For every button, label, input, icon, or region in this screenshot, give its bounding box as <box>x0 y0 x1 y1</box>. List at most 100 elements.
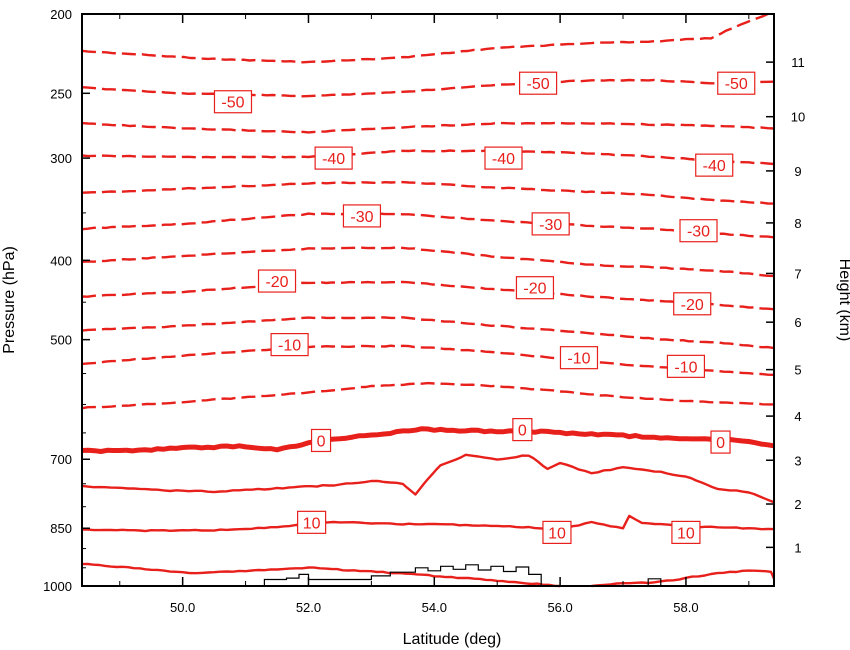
contour-label-text: -50 <box>725 76 748 93</box>
contour-label-text: -10 <box>567 351 590 368</box>
contour-label-box <box>559 346 599 370</box>
contour-label: 0 <box>310 428 332 453</box>
y-tick-label: 850 <box>50 521 72 536</box>
contour-line <box>81 344 775 376</box>
contour-label-box <box>297 510 327 534</box>
contour-label-box <box>710 430 731 454</box>
contour-label-text: -40 <box>492 151 515 168</box>
contour-label: -10 <box>559 346 599 370</box>
contour-label-box <box>542 520 572 544</box>
contour-label: -10 <box>666 354 706 378</box>
contour-line <box>81 212 775 239</box>
height-tick-label: 9 <box>794 164 801 179</box>
contour-label-box <box>666 354 706 378</box>
height-tick-label: 1 <box>794 540 801 555</box>
contour-label-text: -20 <box>681 297 704 314</box>
contour-line <box>81 121 775 134</box>
contour-label: -20 <box>673 292 712 316</box>
contour-label-box <box>310 428 332 453</box>
contour-label-box <box>314 146 353 170</box>
contour-label-text: -30 <box>350 209 373 226</box>
contour-line <box>81 149 775 166</box>
contour-label: -50 <box>213 90 253 114</box>
contour-line <box>81 246 775 278</box>
x-axis-title: Latitude (deg) <box>403 631 502 648</box>
x-tick-label: 56.0 <box>547 600 572 615</box>
y-tick-label: 300 <box>50 151 72 166</box>
x-tick-label: 58.0 <box>673 600 698 615</box>
plot-frame <box>81 13 775 587</box>
contour-label: -40 <box>484 146 523 170</box>
contour-line <box>81 562 561 588</box>
contour-label-box <box>531 212 570 236</box>
contour-label-box <box>673 292 712 316</box>
contour-label-box <box>270 332 309 357</box>
contour-label-text: 0 <box>518 423 527 440</box>
x-tick-label: 54.0 <box>422 600 447 615</box>
terrain-line <box>263 564 662 587</box>
contour-label-box <box>213 90 253 114</box>
contour-label-text: -40 <box>322 151 345 168</box>
contour-label: -10 <box>270 332 309 357</box>
contour-line <box>81 316 775 350</box>
height-tick-label: 11 <box>791 55 805 70</box>
right-axis-title: Height (km) <box>836 259 850 342</box>
contour-label: 10 <box>542 520 572 544</box>
height-tick-label: 6 <box>794 315 801 330</box>
contour-label-box <box>512 418 533 442</box>
height-tick-label: 2 <box>794 497 801 512</box>
y-tick-label: 200 <box>50 7 72 22</box>
contour-label-box <box>679 219 718 243</box>
contour-label: -50 <box>518 71 558 95</box>
y-tick-label: 400 <box>50 253 72 268</box>
contour-label: -20 <box>515 276 555 300</box>
x-tick-label: 50.0 <box>170 600 195 615</box>
contour-label-text: 0 <box>317 433 326 450</box>
y-tick-label: 250 <box>50 86 72 101</box>
contour-label-box <box>257 269 297 293</box>
contour-label-box <box>518 71 558 95</box>
contour-line <box>81 12 769 64</box>
contour-line <box>81 514 775 533</box>
height-tick-label: 7 <box>794 266 801 281</box>
contour-label-box <box>671 520 701 544</box>
left-axis-title: Pressure (hPa) <box>1 246 18 354</box>
contour-label-text: 0 <box>716 435 725 452</box>
contour-label-box <box>515 276 555 300</box>
contour-label-text: -20 <box>523 281 546 298</box>
x-tick-label: 52.0 <box>296 600 321 615</box>
y-tick-label: 500 <box>50 333 72 348</box>
height-tick-label: 5 <box>794 363 801 378</box>
contour-line <box>81 280 775 311</box>
contour-label-text: -10 <box>674 359 697 376</box>
contour-label-text: -20 <box>265 274 288 291</box>
contour-label-text: 10 <box>548 525 566 542</box>
y-tick-label: 700 <box>50 452 72 467</box>
contour-label: -40 <box>314 146 353 170</box>
y-tick-label: 1000 <box>43 579 72 594</box>
contour-label: 0 <box>512 418 533 442</box>
contour-label-box <box>342 204 382 228</box>
contour-label-text: -30 <box>539 217 562 234</box>
contour-label-text: -40 <box>703 158 726 175</box>
contour-label: -40 <box>695 153 734 177</box>
contour-label-box <box>695 153 734 177</box>
contour-label-text: 10 <box>677 525 695 542</box>
contour-label: 10 <box>671 520 701 544</box>
contour-label: -30 <box>531 212 570 236</box>
contour-label: -30 <box>679 219 718 243</box>
contour-label: -20 <box>257 269 297 293</box>
contour-label-box <box>484 146 523 170</box>
contour-labels: -50 -50 -50 -40 -40 -40 -30 -30 -30 -20 -20 -20 -10 -… <box>213 71 756 544</box>
contour-label: -50 <box>717 71 756 95</box>
contour-label-text: -50 <box>221 95 244 112</box>
contour-label: 0 <box>710 430 731 454</box>
contour-line <box>591 569 776 588</box>
contour-label-text: -30 <box>687 224 710 241</box>
height-tick-label: 4 <box>794 409 801 424</box>
contour-line <box>81 453 775 504</box>
contour-line <box>81 426 775 454</box>
terrain-outline <box>263 564 662 587</box>
